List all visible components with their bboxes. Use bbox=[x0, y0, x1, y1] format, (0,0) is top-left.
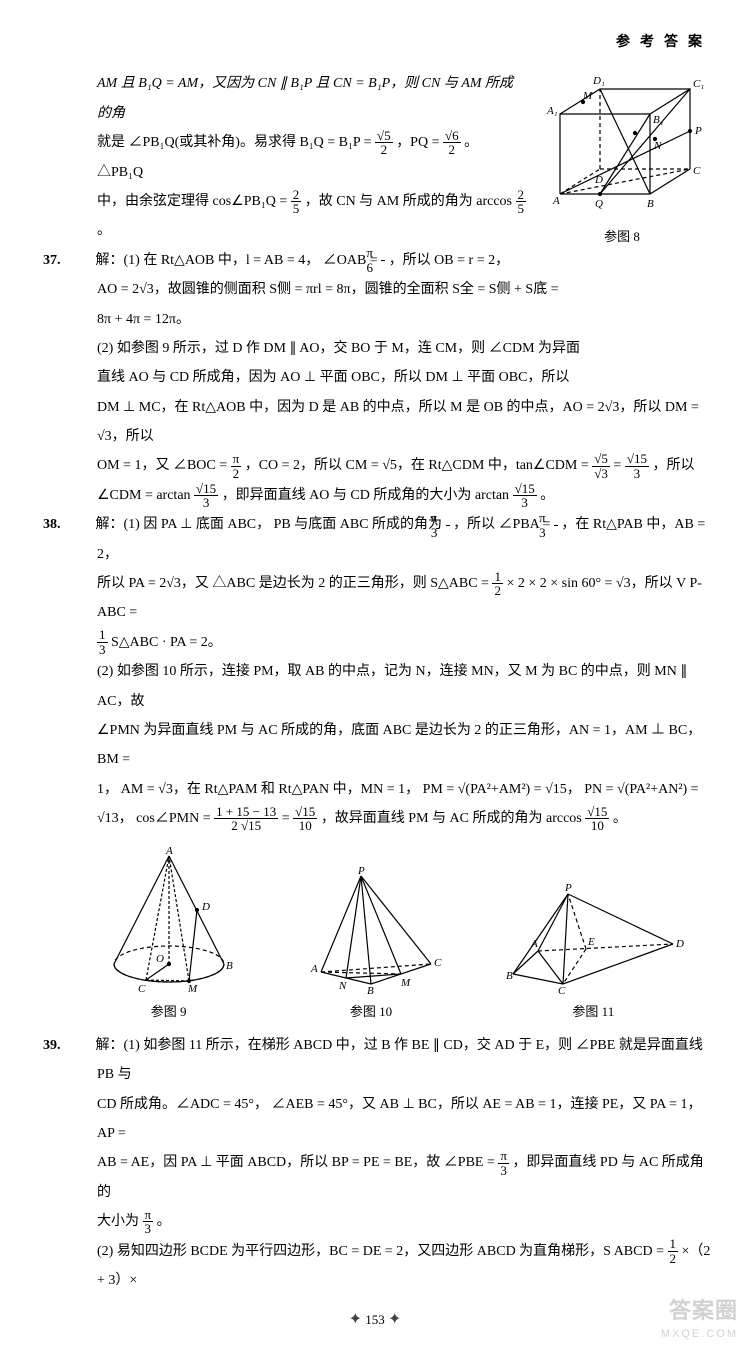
svg-text:D₁: D₁ bbox=[592, 75, 605, 87]
p37-line2: AO = 2√3，故圆锥的侧面积 S侧 = πrl = 8π，圆锥的全面积 S全… bbox=[70, 275, 712, 304]
p39-line4: 大小为 π3 。 bbox=[70, 1207, 712, 1236]
figure-9: A B C D M O 参图 9 bbox=[94, 844, 244, 1025]
p38-line5: ∠PMN 为异面直线 PM 与 AC 所成的角，底面 ABC 是边长为 2 的正… bbox=[70, 716, 712, 775]
cube-diagram-svg: A B C D A₁ B₁ C₁ D₁ M N P Q bbox=[535, 69, 710, 219]
svg-text:A: A bbox=[552, 195, 560, 207]
svg-text:M: M bbox=[400, 977, 411, 989]
svg-text:Q: Q bbox=[595, 198, 603, 210]
figure-11: P A B C D E 参图 11 bbox=[498, 879, 688, 1025]
figure-11-caption: 参图 11 bbox=[498, 998, 688, 1025]
p38-line7: √13， cos∠PMN = 1 + 15 − 132 √15 = √1510 … bbox=[70, 804, 712, 833]
p37-line6: DM ⊥ MC，在 Rt△AOB 中，因为 D 是 AB 的中点，所以 M 是 … bbox=[70, 393, 712, 452]
svg-text:D: D bbox=[675, 938, 684, 950]
svg-text:B: B bbox=[506, 970, 513, 982]
svg-text:N: N bbox=[653, 140, 662, 152]
watermark-sub: MXQE.COM bbox=[661, 1323, 738, 1346]
figure-9-caption: 参图 9 bbox=[94, 998, 244, 1025]
svg-text:B: B bbox=[226, 960, 233, 972]
star-icon: ✦ bbox=[388, 1311, 401, 1328]
p38-line2: 所以 PA = 2√3，又 △ABC 是边长为 2 的正三角形，则 S△ABC … bbox=[70, 569, 712, 628]
star-icon: ✦ bbox=[349, 1311, 362, 1328]
svg-text:D: D bbox=[201, 901, 210, 913]
svg-text:A: A bbox=[310, 963, 318, 975]
p37-line7: OM = 1，又 ∠BOC = π2 ，CO = 2，所以 CM = √5，在 … bbox=[70, 451, 712, 480]
svg-text:B: B bbox=[367, 985, 374, 994]
p37-line3: 8π + 4π = 12π。 bbox=[70, 305, 712, 334]
svg-text:C: C bbox=[558, 985, 566, 994]
svg-text:A: A bbox=[165, 845, 173, 857]
svg-text:M: M bbox=[187, 983, 198, 994]
svg-text:C₁: C₁ bbox=[693, 78, 704, 90]
p39-line3: AB = AE，因 PA ⊥ 平面 ABCD，所以 BP = PE = BE，故… bbox=[70, 1148, 712, 1207]
svg-text:B₁: B₁ bbox=[653, 114, 664, 126]
figure-row: A B C D M O 参图 9 bbox=[70, 844, 712, 1025]
p37-line5: 直线 AO 与 CD 所成角，因为 AO ⊥ 平面 OBC，所以 DM ⊥ 平面… bbox=[70, 363, 712, 392]
svg-text:O: O bbox=[156, 953, 164, 965]
svg-text:P: P bbox=[564, 882, 572, 894]
svg-text:D: D bbox=[594, 174, 603, 186]
p39-line2: CD 所成角。∠ADC = 45°， ∠AEB = 45°，又 AB ⊥ BC，… bbox=[70, 1090, 712, 1149]
p39-line5: (2) 易知四边形 BCDE 为平行四边形，BC = DE = 2，又四边形 A… bbox=[70, 1237, 712, 1296]
svg-text:P: P bbox=[694, 125, 702, 137]
figure-8: A B C D A₁ B₁ C₁ D₁ M N P Q 参图 8 bbox=[532, 69, 712, 239]
p38-line6: 1， AM = √3，在 Rt△PAM 和 Rt△PAN 中，MN = 1， P… bbox=[70, 775, 712, 804]
p38-line4: (2) 如参图 10 所示，连接 PM，取 AB 的中点，记为 N，连接 MN，… bbox=[70, 657, 712, 716]
svg-text:A₁: A₁ bbox=[546, 105, 558, 117]
p38-line1: 38. 解：(1) 因 PA ⊥ 底面 ABC， PB 与底面 ABC 所成的角… bbox=[70, 510, 712, 569]
figure-8-caption: 参图 8 bbox=[532, 223, 712, 250]
svg-text:E: E bbox=[587, 936, 595, 948]
page-header: 参考答案 bbox=[70, 28, 712, 57]
figure-10-caption: 参图 10 bbox=[291, 998, 451, 1025]
svg-text:C: C bbox=[138, 983, 146, 994]
svg-text:B: B bbox=[647, 198, 654, 210]
page-number: ✦ 153 ✦ bbox=[0, 1303, 750, 1337]
svg-text:P: P bbox=[357, 865, 365, 877]
svg-text:A: A bbox=[530, 938, 538, 950]
svg-text:C: C bbox=[434, 957, 442, 969]
p37-line4: (2) 如参图 9 所示，过 D 作 DM ∥ AO，交 BO 于 M，连 CM… bbox=[70, 334, 712, 363]
svg-text:C: C bbox=[693, 165, 701, 177]
svg-text:N: N bbox=[338, 980, 347, 992]
svg-text:M: M bbox=[582, 90, 593, 102]
figure-10: P A B C M N 参图 10 bbox=[291, 864, 451, 1025]
p37-line8: ∠CDM = arctan √153 ，即异面直线 AO 与 CD 所成角的大小… bbox=[70, 481, 712, 510]
p38-line3: 13 S△ABC · PA = 2。 bbox=[70, 628, 712, 657]
